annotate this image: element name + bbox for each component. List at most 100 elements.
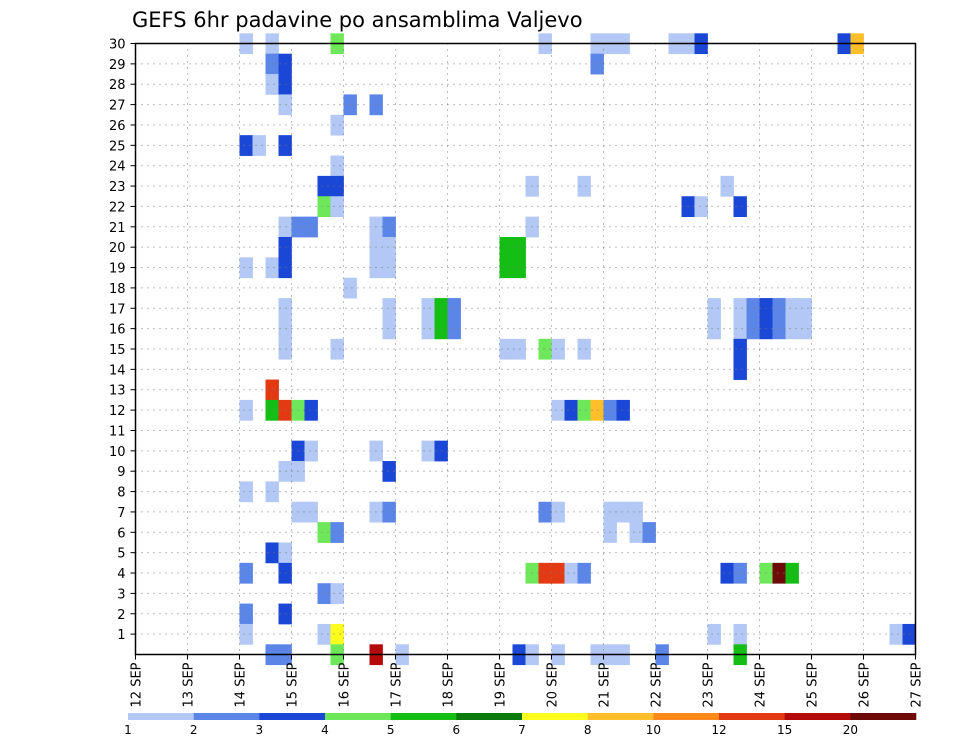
x-tick-label: 27 SEP bbox=[910, 662, 925, 707]
cell-66 bbox=[278, 318, 292, 340]
x-tick-label: 26 SEP bbox=[858, 662, 873, 707]
cell-143 bbox=[330, 623, 344, 645]
cell-78 bbox=[278, 338, 292, 360]
y-tick-label: 6 bbox=[117, 526, 125, 541]
legend-swatch bbox=[259, 713, 326, 720]
x-tick-label: 14 SEP bbox=[234, 662, 249, 707]
x-tick-label: 15 SEP bbox=[286, 662, 301, 707]
cell-15 bbox=[265, 74, 279, 95]
cell-113 bbox=[538, 501, 552, 523]
cell-98 bbox=[616, 399, 630, 421]
legend-swatch bbox=[850, 713, 917, 720]
x-tick-label: 22 SEP bbox=[650, 662, 665, 707]
legend-swatch bbox=[587, 713, 654, 720]
cell-17 bbox=[278, 94, 292, 116]
cell-51 bbox=[499, 257, 513, 279]
y-tick-label: 1 bbox=[117, 628, 125, 643]
chart-grid bbox=[135, 43, 916, 655]
cell-46 bbox=[239, 257, 253, 279]
cell-128 bbox=[538, 562, 552, 584]
cell-68 bbox=[421, 318, 435, 340]
cell-44 bbox=[499, 236, 513, 258]
cell-136 bbox=[785, 562, 799, 584]
x-tick-label: 13 SEP bbox=[182, 662, 197, 707]
cell-77 bbox=[798, 318, 812, 340]
cell-81 bbox=[512, 338, 526, 360]
x-tick-label: 16 SEP bbox=[338, 662, 353, 707]
cell-116 bbox=[616, 501, 630, 523]
cell-122 bbox=[642, 522, 656, 543]
cell-89 bbox=[265, 399, 279, 421]
cell-12 bbox=[265, 53, 279, 75]
cell-104 bbox=[278, 461, 292, 482]
cell-29 bbox=[720, 175, 734, 197]
legend-swatch bbox=[193, 713, 260, 720]
cell-129 bbox=[551, 562, 565, 584]
cell-92 bbox=[304, 399, 318, 421]
legend-swatch bbox=[719, 713, 785, 720]
cell-86 bbox=[733, 359, 747, 380]
x-tick-label: 19 SEP bbox=[494, 662, 509, 707]
cell-94 bbox=[564, 399, 578, 421]
legend-swatch bbox=[128, 713, 194, 720]
y-tick-label: 13 bbox=[109, 384, 126, 399]
y-tick-label: 21 bbox=[109, 221, 126, 236]
legend-label: 2 bbox=[190, 723, 198, 737]
chart-cells bbox=[239, 33, 916, 666]
cell-85 bbox=[733, 338, 747, 360]
cell-75 bbox=[772, 318, 786, 340]
cell-56 bbox=[421, 298, 435, 319]
legend-label: 15 bbox=[777, 723, 792, 737]
cell-41 bbox=[278, 236, 292, 258]
cell-52 bbox=[512, 257, 526, 279]
y-tick-label: 25 bbox=[109, 139, 126, 154]
legend-label: 12 bbox=[711, 723, 726, 737]
cell-82 bbox=[538, 338, 552, 360]
legend-swatch bbox=[522, 713, 588, 720]
cell-22 bbox=[252, 135, 266, 156]
y-tick-label: 16 bbox=[109, 323, 126, 338]
cell-145 bbox=[733, 623, 747, 645]
cell-55 bbox=[382, 298, 396, 319]
legend-label: 4 bbox=[321, 723, 329, 737]
y-tick-label: 12 bbox=[109, 404, 126, 419]
cell-65 bbox=[798, 298, 812, 319]
cell-35 bbox=[278, 216, 292, 238]
color-legend: 1 2 3 4 5 6 7 8 10 12 15 20 bbox=[124, 713, 917, 737]
legend-swatch bbox=[456, 713, 523, 720]
cell-141 bbox=[239, 623, 253, 645]
cell-131 bbox=[577, 562, 591, 584]
cell-106 bbox=[382, 461, 396, 482]
cell-34 bbox=[733, 196, 747, 218]
y-tick-label: 11 bbox=[109, 424, 126, 439]
legend-swatch bbox=[325, 713, 391, 720]
cell-123 bbox=[265, 542, 279, 564]
cell-79 bbox=[330, 338, 344, 360]
cell-28 bbox=[577, 175, 591, 197]
cell-45 bbox=[512, 236, 526, 258]
legend-label: 6 bbox=[453, 723, 461, 737]
legend-label: 1 bbox=[124, 723, 132, 737]
cell-13 bbox=[278, 53, 292, 75]
cell-48 bbox=[278, 257, 292, 279]
y-axis-ticks: 1234567891011121314151617181920212223242… bbox=[109, 38, 136, 643]
cell-118 bbox=[317, 522, 331, 543]
cell-119 bbox=[330, 522, 344, 543]
legend-label: 8 bbox=[584, 723, 592, 737]
y-tick-label: 30 bbox=[109, 38, 126, 53]
cell-26 bbox=[330, 175, 344, 197]
cell-80 bbox=[499, 338, 513, 360]
cell-107 bbox=[239, 481, 253, 503]
cell-53 bbox=[343, 277, 357, 299]
cell-72 bbox=[733, 318, 747, 340]
cell-69 bbox=[434, 318, 448, 340]
cell-61 bbox=[746, 298, 760, 319]
cell-125 bbox=[239, 562, 253, 584]
x-tick-label: 18 SEP bbox=[442, 662, 457, 707]
cell-24 bbox=[330, 155, 344, 177]
x-tick-label: 12 SEP bbox=[130, 662, 145, 707]
x-tick-label: 21 SEP bbox=[598, 662, 613, 707]
cell-37 bbox=[304, 216, 318, 238]
legend-swatch bbox=[653, 713, 720, 720]
